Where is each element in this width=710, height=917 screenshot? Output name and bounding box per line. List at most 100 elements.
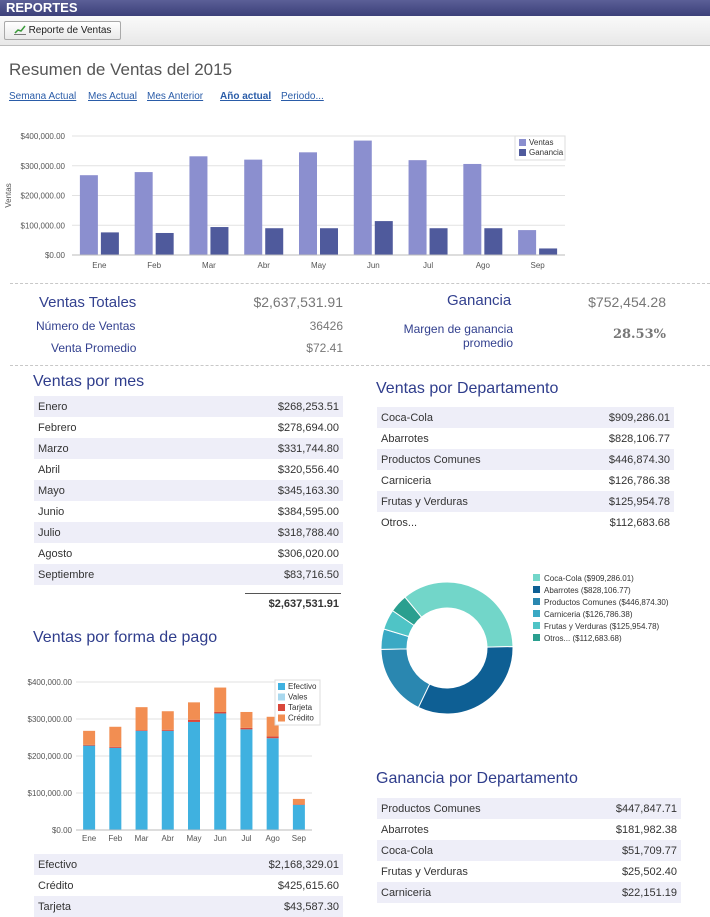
toolbar: Reporte de Ventas (0, 16, 710, 46)
y-axis-label: Ventas (4, 183, 13, 207)
legend-swatch (533, 574, 540, 581)
legend-swatch (533, 634, 540, 641)
bar-ganancia (210, 227, 228, 255)
row-value: $125,954.78 (558, 491, 674, 512)
row-label: Carniceria (377, 470, 558, 491)
bar-ventas (80, 175, 98, 255)
table-row: Abarrotes$181,982.38 (377, 819, 681, 840)
ventas-por-mes-table: Enero$268,253.51 Febrero$278,694.00 Marz… (34, 396, 343, 585)
row-value: $447,847.71 (562, 798, 681, 819)
bar-credito (162, 711, 174, 730)
numero-ventas-value: 36426 (250, 319, 343, 333)
table-row: Coca-Cola$51,709.77 (377, 840, 681, 861)
legend-label: Ganancia (529, 148, 564, 157)
row-label: Tarjeta (34, 896, 150, 917)
nav-semana-actual[interactable]: Semana Actual (9, 91, 76, 102)
row-label: Carniceria (377, 882, 562, 903)
x-tick-label: Sep (530, 261, 545, 270)
margen-value: 28.53% (560, 327, 666, 342)
donut-slice (418, 647, 513, 714)
row-value: $83,716.50 (183, 564, 343, 585)
x-tick-label: Jul (241, 834, 251, 843)
nav-mes-anterior[interactable]: Mes Anterior (147, 91, 203, 102)
table-row: Otros...$112,683.68 (377, 512, 674, 533)
x-tick-label: Ago (476, 261, 491, 270)
legend-swatch (519, 139, 526, 146)
bar-ganancia (265, 228, 283, 255)
bar-ganancia (156, 233, 174, 255)
reporte-ventas-label: Reporte de Ventas (29, 25, 112, 36)
x-tick-label: May (186, 834, 201, 843)
legend-label: Carniceria ($126,786.38) (544, 610, 633, 619)
margen-label-line2: promedio (370, 336, 513, 350)
row-label: Coca-Cola (377, 407, 558, 428)
row-label: Agosto (34, 543, 183, 564)
legend-label: Vales (288, 693, 307, 702)
legend-label: Otros... ($112,683.68) (544, 634, 622, 643)
y-tick-label: $300,000.00 (21, 162, 66, 171)
bar-credito (83, 731, 95, 745)
bar-ganancia (375, 221, 393, 255)
nav-periodo[interactable]: Periodo... (281, 91, 324, 102)
legend-label: Productos Comunes ($446,874.30) (544, 598, 669, 607)
bar-tarjeta (188, 720, 200, 722)
table-row: Tarjeta$43,587.30 (34, 896, 343, 917)
legend-swatch (278, 683, 285, 690)
x-tick-label: Abr (162, 834, 175, 843)
table-row: Abril$320,556.40 (34, 459, 343, 480)
y-tick-label: $400,000.00 (28, 678, 73, 687)
nav-ano-actual[interactable]: Año actual (220, 91, 271, 102)
ganancia-value: $752,454.28 (540, 294, 666, 310)
row-label: Septiembre (34, 564, 183, 585)
table-row: Efectivo$2,168,329.01 (34, 854, 343, 875)
ventas-por-departamento-table: Coca-Cola$909,286.01 Abarrotes$828,106.7… (377, 407, 674, 533)
bar-efectivo (136, 731, 148, 830)
venta-promedio-value: $72.41 (250, 341, 343, 355)
row-value: $278,694.00 (183, 417, 343, 438)
row-value: $126,786.38 (558, 470, 674, 491)
x-tick-label: Jun (367, 261, 380, 270)
row-value: $112,683.68 (558, 512, 674, 533)
bar-credito (136, 707, 148, 730)
numero-ventas-label: Número de Ventas (36, 319, 135, 333)
x-tick-label: Ago (266, 834, 281, 843)
nav-mes-actual[interactable]: Mes Actual (88, 91, 137, 102)
bar-tarjeta (240, 728, 252, 729)
app-title: REPORTES (0, 0, 710, 16)
bar-ventas (354, 141, 372, 255)
bar-ganancia (101, 232, 119, 255)
x-tick-label: May (311, 261, 326, 270)
ventas-totales-value: $2,637,531.91 (220, 294, 343, 310)
legend-swatch (533, 610, 540, 617)
bar-ventas (299, 152, 317, 255)
ganancia-label: Ganancia (447, 292, 511, 309)
bar-ventas (518, 230, 536, 255)
y-tick-label: $200,000.00 (28, 752, 73, 761)
table-row: Junio$384,595.00 (34, 501, 343, 522)
bar-efectivo (240, 729, 252, 830)
table-row: Febrero$278,694.00 (34, 417, 343, 438)
ventas-forma-pago-title: Ventas por forma de pago (33, 629, 217, 647)
bar-credito (214, 688, 226, 712)
bar-efectivo (267, 738, 279, 830)
bar-tarjeta (83, 745, 95, 746)
row-label: Crédito (34, 875, 150, 896)
table-row: Abarrotes$828,106.77 (377, 428, 674, 449)
ventas-departamento-donut: Coca-Cola ($909,286.01)Abarrotes ($828,1… (370, 560, 700, 720)
bar-ventas (189, 156, 207, 255)
reporte-ventas-button[interactable]: Reporte de Ventas (4, 21, 121, 40)
table-row: Crédito$425,615.60 (34, 875, 343, 896)
legend-label: Coca-Cola ($909,286.01) (544, 574, 634, 583)
table-row: Mayo$345,163.30 (34, 480, 343, 501)
row-label: Productos Comunes (377, 449, 558, 470)
row-value: $345,163.30 (183, 480, 343, 501)
row-value: $828,106.77 (558, 428, 674, 449)
x-tick-label: Sep (292, 834, 307, 843)
y-tick-label: $0.00 (52, 826, 73, 835)
row-value: $25,502.40 (562, 861, 681, 882)
margen-label-line1: Margen de ganancia (370, 322, 513, 336)
bar-credito (240, 712, 252, 728)
table-row: Carniceria$126,786.38 (377, 470, 674, 491)
table-row: Septiembre$83,716.50 (34, 564, 343, 585)
row-value: $318,788.40 (183, 522, 343, 543)
